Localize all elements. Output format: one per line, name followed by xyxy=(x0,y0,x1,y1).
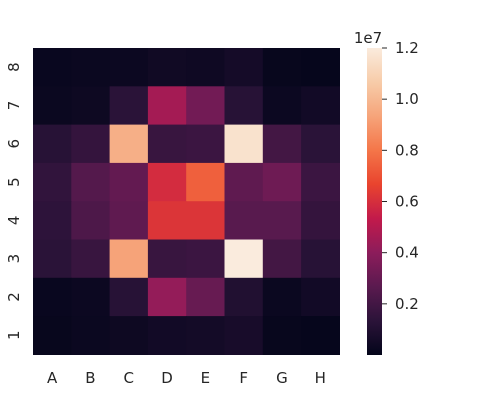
heatmap-cell-E4 xyxy=(186,201,226,241)
colorbar-tick-label: 0.2 xyxy=(395,295,419,313)
heatmap-cell-H5 xyxy=(301,162,340,202)
heatmap-cell-G7 xyxy=(262,86,302,126)
heatmap-cell-F5 xyxy=(224,162,264,202)
heatmap-cell-F8 xyxy=(224,48,264,87)
y-tick-label: 8 xyxy=(5,62,23,72)
colorbar-tick-label: 1.2 xyxy=(395,39,419,57)
heatmap-cell-D7 xyxy=(147,86,187,126)
x-tick-label: A xyxy=(47,369,58,387)
x-axis-tick-labels: A B C D E F G H xyxy=(47,369,326,387)
x-tick-label: F xyxy=(239,369,248,387)
heatmap-cell-B7 xyxy=(71,86,111,126)
heatmap-cell-A6 xyxy=(33,124,72,164)
heatmap-cell-A3 xyxy=(33,239,72,279)
heatmap-cell-D1 xyxy=(147,316,187,355)
heatmap-cell-D4 xyxy=(147,201,187,241)
heatmap-cell-D6 xyxy=(147,124,187,164)
heatmap-cell-B3 xyxy=(71,239,111,279)
heatmap-cell-A8 xyxy=(33,48,72,87)
colorbar-tick-label: 0.8 xyxy=(395,141,419,159)
y-tick-label: 5 xyxy=(5,177,23,187)
heatmap-cell-H1 xyxy=(301,316,340,355)
heatmap-cell-E3 xyxy=(186,239,226,279)
x-tick-label: E xyxy=(201,369,210,387)
heatmap-cell-C8 xyxy=(109,48,149,87)
x-tick-label: H xyxy=(315,369,326,387)
x-tick-label: B xyxy=(85,369,95,387)
y-tick-label: 2 xyxy=(5,292,23,302)
heatmap-cell-A5 xyxy=(33,162,72,202)
colorbar-tick-label: 0.6 xyxy=(395,193,419,211)
y-tick-label: 4 xyxy=(5,216,23,226)
x-tick-label: C xyxy=(124,369,134,387)
heatmap-cell-G8 xyxy=(262,48,302,87)
colorbar-gradient xyxy=(367,48,382,355)
heatmap-cells xyxy=(33,48,340,355)
heatmap-cell-H6 xyxy=(301,124,340,164)
heatmap-cell-B4 xyxy=(71,201,111,241)
heatmap-cell-G3 xyxy=(262,239,302,279)
heatmap-cell-H3 xyxy=(301,239,340,279)
y-tick-label: 1 xyxy=(5,330,23,340)
heatmap-cell-H8 xyxy=(301,48,340,87)
heatmap-cell-H7 xyxy=(301,86,340,126)
heatmap-cell-C2 xyxy=(109,277,149,317)
heatmap-cell-E8 xyxy=(186,48,226,87)
heatmap-cell-D8 xyxy=(147,48,187,87)
heatmap-cell-E1 xyxy=(186,316,226,355)
heatmap-cell-A4 xyxy=(33,201,72,241)
y-tick-label: 7 xyxy=(5,101,23,111)
heatmap-cell-G2 xyxy=(262,277,302,317)
heatmap-cell-F6 xyxy=(224,124,264,164)
heatmap-cell-F4 xyxy=(224,201,264,241)
heatmap-cell-A2 xyxy=(33,277,72,317)
heatmap-cell-C5 xyxy=(109,162,149,202)
y-tick-label: 6 xyxy=(5,139,23,149)
heatmap-cell-G5 xyxy=(262,162,302,202)
heatmap-cell-G1 xyxy=(262,316,302,355)
colorbar-ticks: 0.2 0.4 0.6 0.8 1.0 1.2 xyxy=(382,39,419,313)
heatmap-cell-H4 xyxy=(301,201,340,241)
colorbar-tick-label: 1.0 xyxy=(395,90,419,108)
heatmap-cell-G4 xyxy=(262,201,302,241)
colorbar-tick-label: 0.4 xyxy=(395,244,419,262)
y-tick-label: 3 xyxy=(5,254,23,264)
heatmap-cell-G6 xyxy=(262,124,302,164)
colorbar: 0.2 0.4 0.6 0.8 1.0 1.2 1e7 xyxy=(354,29,419,355)
heatmap-cell-D2 xyxy=(147,277,187,317)
heatmap-cell-E6 xyxy=(186,124,226,164)
heatmap-cell-F3 xyxy=(224,239,264,279)
heatmap-cell-C4 xyxy=(109,201,149,241)
heatmap-cell-C6 xyxy=(109,124,149,164)
heatmap-cell-C1 xyxy=(109,316,149,355)
heatmap-cell-E5 xyxy=(186,162,226,202)
x-tick-label: D xyxy=(161,369,173,387)
heatmap-cell-D3 xyxy=(147,239,187,279)
heatmap-cell-E7 xyxy=(186,86,226,126)
heatmap-cell-B5 xyxy=(71,162,111,202)
x-tick-label: G xyxy=(276,369,288,387)
heatmap-cell-A7 xyxy=(33,86,72,126)
heatmap-cell-A1 xyxy=(33,316,72,355)
heatmap-cell-C3 xyxy=(109,239,149,279)
heatmap-cell-H2 xyxy=(301,277,340,317)
heatmap-cell-C7 xyxy=(109,86,149,126)
colorbar-multiplier-label: 1e7 xyxy=(354,29,382,47)
heatmap-cell-F7 xyxy=(224,86,264,126)
heatmap-cell-B2 xyxy=(71,277,111,317)
y-axis-tick-labels: 8 7 6 5 4 3 2 1 xyxy=(5,62,23,340)
heatmap-cell-B1 xyxy=(71,316,111,355)
heatmap-cell-B8 xyxy=(71,48,111,87)
heatmap-cell-E2 xyxy=(186,277,226,317)
heatmap-cell-B6 xyxy=(71,124,111,164)
heatmap-cell-F1 xyxy=(224,316,264,355)
heatmap-cell-D5 xyxy=(147,162,187,202)
heatmap-cell-F2 xyxy=(224,277,264,317)
